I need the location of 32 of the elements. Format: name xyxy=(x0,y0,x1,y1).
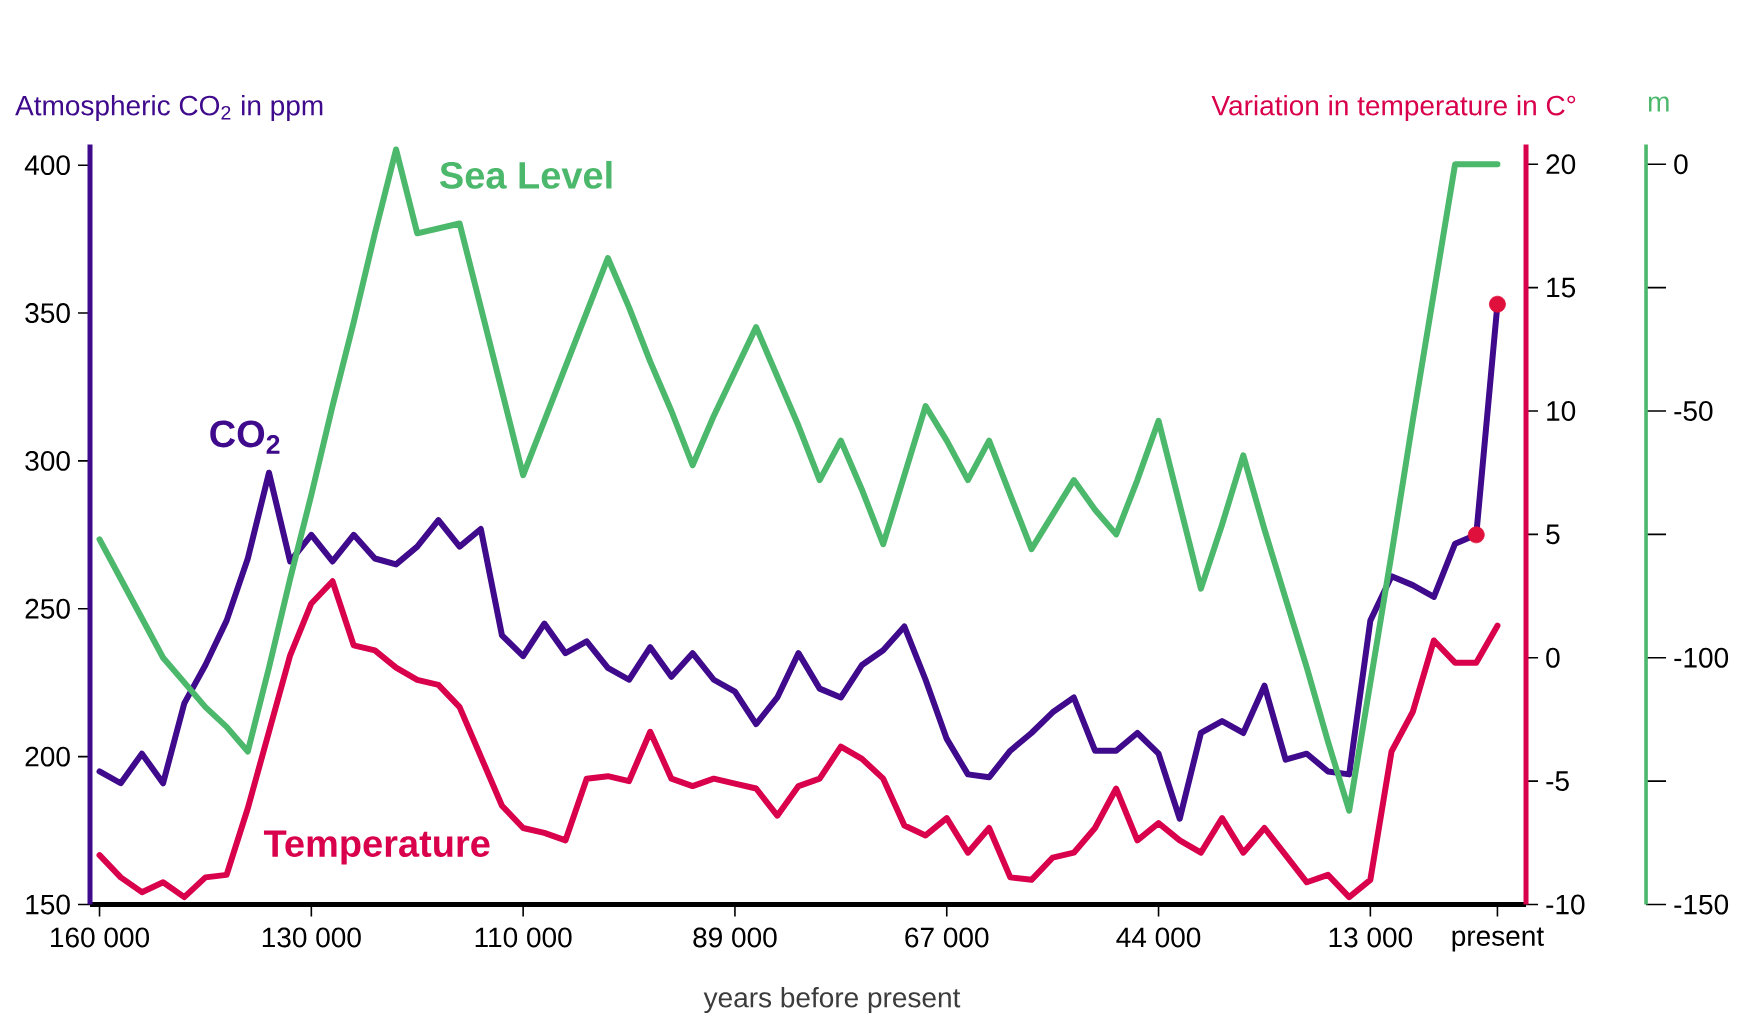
series-label: Temperature xyxy=(263,830,490,865)
y2-tick-label: -10 xyxy=(1546,894,1585,915)
y3-axis-title: m xyxy=(1648,96,1669,112)
y3-tick-label: -50 xyxy=(1674,401,1713,421)
x-tick-label: present xyxy=(1452,927,1544,952)
y3-tick-label: -150 xyxy=(1674,894,1729,915)
y2-tick-label: 5 xyxy=(1546,524,1560,545)
y2-tick-label: 10 xyxy=(1547,401,1576,421)
x-tick-label: 89 000 xyxy=(693,927,777,948)
y-tick-label: 150 xyxy=(26,894,70,915)
x-tick-label: 130 000 xyxy=(262,927,361,948)
x-tick-label: 13 000 xyxy=(1329,927,1413,948)
y-tick-label: 250 xyxy=(25,598,70,619)
y2-tick-label: 20 xyxy=(1546,154,1576,175)
y-tick-label: 400 xyxy=(24,155,70,176)
series-label: Sea Level xyxy=(439,160,612,189)
x-tick-label: 110 000 xyxy=(475,927,572,948)
series-label: CO$_{2}$ xyxy=(210,420,280,454)
y-tick-label: 300 xyxy=(25,450,70,471)
x-tick-label: 67 000 xyxy=(905,927,989,948)
y3-tick-label: -100 xyxy=(1674,647,1729,668)
y2-axis-title: Variation in temperature in C° xyxy=(1211,94,1576,122)
y-axis-title: Atmospheric CO$_{2}$ in ppm xyxy=(15,94,323,122)
x-tick-label: 44 000 xyxy=(1116,927,1201,948)
y-tick-label: 350 xyxy=(25,303,70,323)
x-tick-label: 160 000 xyxy=(51,927,150,948)
x-axis-title: years before present xyxy=(703,986,961,1014)
y2-tick-label: 0 xyxy=(1546,647,1560,668)
y3-tick-label: 0 xyxy=(1674,154,1688,175)
y2-tick-label: -5 xyxy=(1546,771,1569,791)
y2-tick-label: 15 xyxy=(1547,277,1576,298)
y-tick-label: 200 xyxy=(25,746,70,767)
